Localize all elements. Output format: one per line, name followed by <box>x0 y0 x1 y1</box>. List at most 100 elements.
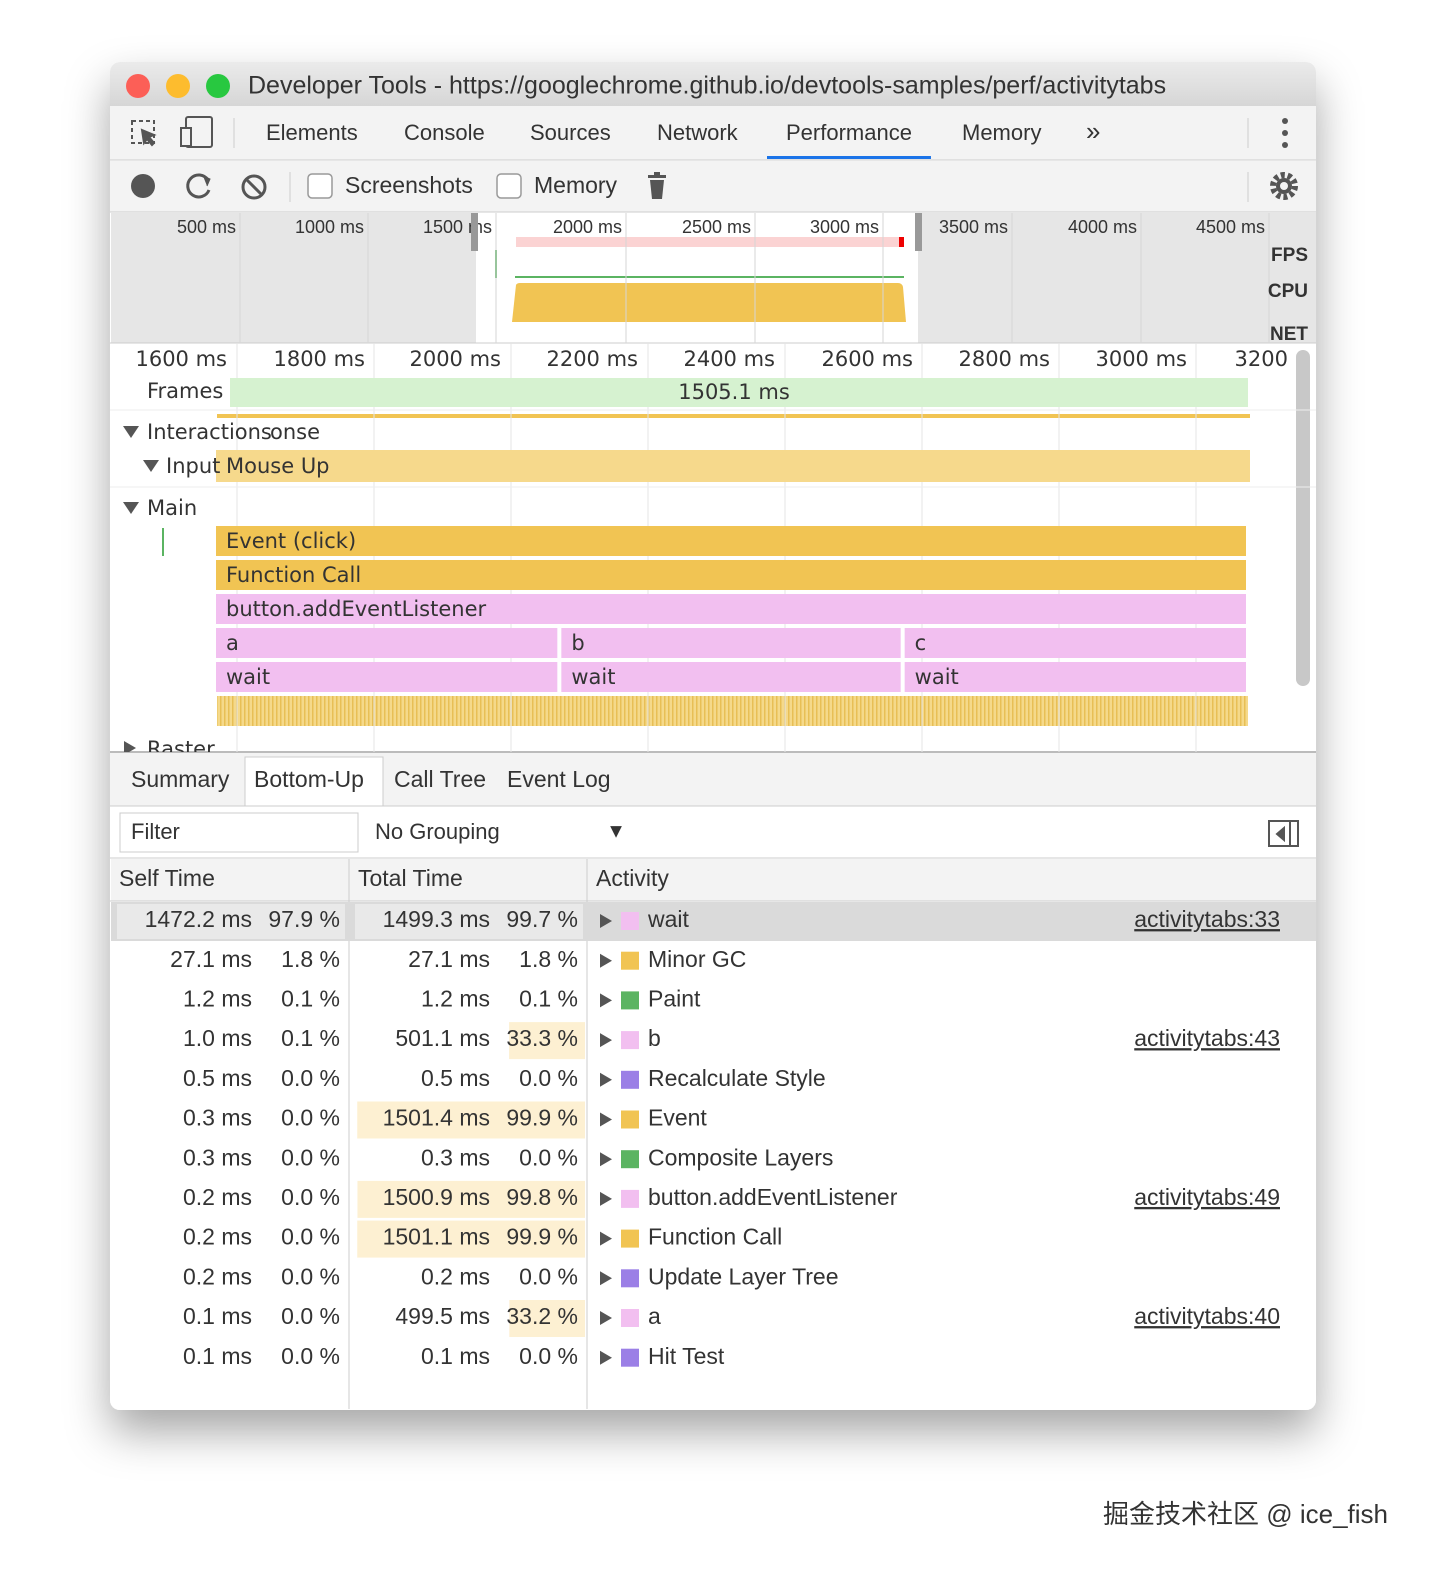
selection-handle[interactable] <box>471 213 478 251</box>
filter-input[interactable] <box>119 812 359 853</box>
checkbox-label: Memory <box>534 172 618 198</box>
flame-event[interactable] <box>904 628 1246 658</box>
activity-name: Update Layer Tree <box>648 1263 839 1289</box>
garbage-button[interactable] <box>648 172 666 199</box>
tab[interactable]: Network <box>657 120 739 145</box>
source-link[interactable]: activitytabs:49 <box>1134 1184 1280 1210</box>
flame-event[interactable] <box>904 662 1246 692</box>
expand-arrow[interactable] <box>600 1350 612 1365</box>
expand-arrow[interactable] <box>124 741 136 755</box>
category-swatch <box>621 1229 639 1248</box>
self-time: 1.2 ms <box>183 985 252 1011</box>
flame-event[interactable] <box>561 628 901 658</box>
flame-event[interactable] <box>216 560 1246 590</box>
flame-event[interactable] <box>216 526 1246 556</box>
expand-arrow[interactable] <box>143 460 159 472</box>
expand-arrow[interactable] <box>600 1271 612 1286</box>
total-time: 1.2 ms <box>421 985 490 1011</box>
self-time: 27.1 ms <box>170 946 252 972</box>
flame-event[interactable] <box>216 628 558 658</box>
overview-tick-label: 1000 ms <box>295 217 364 237</box>
track-label: Raster <box>147 737 215 761</box>
frame[interactable] <box>230 378 1248 407</box>
track-label: Interactions <box>147 420 272 444</box>
column-header[interactable]: Total Time <box>358 865 463 891</box>
expand-arrow[interactable] <box>600 1311 612 1325</box>
source-link[interactable]: activitytabs:43 <box>1134 1025 1280 1051</box>
category-swatch <box>621 1189 639 1208</box>
flame-event-label: Event (click) <box>226 529 356 553</box>
flame-event[interactable] <box>561 662 901 692</box>
total-percent: 99.9 % <box>506 1224 578 1250</box>
record-button[interactable] <box>131 174 155 198</box>
expand-arrow[interactable] <box>600 1152 612 1167</box>
flame-event[interactable] <box>216 594 1246 624</box>
source-link[interactable]: activitytabs:33 <box>1134 906 1280 932</box>
close-button[interactable] <box>126 74 150 98</box>
flame-event-label: a <box>226 631 239 655</box>
total-time: 501.1 ms <box>395 1025 490 1051</box>
checkbox[interactable] <box>496 173 522 199</box>
category-swatch <box>621 991 639 1010</box>
bottom-tab[interactable]: Bottom-Up <box>254 766 364 792</box>
bottom-tab[interactable]: Summary <box>131 766 230 792</box>
frame-duration: 1505.1 ms <box>678 380 790 404</box>
self-time: 0.3 ms <box>183 1144 252 1170</box>
expand-arrow[interactable] <box>600 1033 612 1048</box>
sidebar-toggle[interactable] <box>1268 820 1299 847</box>
device-icon[interactable] <box>180 116 213 148</box>
track-label: Main <box>147 496 197 520</box>
settings-button[interactable] <box>1270 172 1298 200</box>
activity-name: button.addEventListener <box>648 1184 898 1210</box>
tab[interactable]: Elements <box>266 120 358 145</box>
total-percent: 99.9 % <box>506 1105 578 1131</box>
menu-icon[interactable] <box>1282 118 1288 148</box>
total-percent: 33.2 % <box>506 1303 578 1329</box>
expand-arrow[interactable] <box>600 1231 612 1246</box>
checkbox[interactable] <box>307 173 333 199</box>
expand-arrow[interactable] <box>123 426 139 438</box>
more-tabs[interactable]: » <box>1086 116 1100 146</box>
selection-handle[interactable] <box>915 213 922 251</box>
total-time-heat <box>509 1022 585 1060</box>
reload-button[interactable] <box>186 173 211 199</box>
grouping-select[interactable]: No Grouping <box>375 819 500 844</box>
expand-arrow[interactable] <box>600 993 612 1008</box>
bottom-tab[interactable]: Event Log <box>507 766 611 792</box>
tab[interactable]: Sources <box>530 120 611 145</box>
expand-arrow[interactable] <box>123 502 139 514</box>
self-time: 0.5 ms <box>183 1065 252 1091</box>
bottom-tab[interactable]: Call Tree <box>394 766 486 792</box>
minimize-button[interactable] <box>166 74 190 98</box>
self-time: 0.1 ms <box>183 1343 252 1369</box>
expand-arrow[interactable] <box>600 953 612 968</box>
timeline-tick-label: 3200 <box>1235 347 1288 371</box>
inspect-icon[interactable] <box>131 120 157 147</box>
expand-arrow[interactable] <box>600 1112 612 1127</box>
interaction[interactable] <box>216 450 1250 482</box>
fps-red <box>899 237 904 247</box>
column-header[interactable]: Activity <box>596 865 669 891</box>
tab[interactable]: Console <box>404 120 485 145</box>
zoom-button[interactable] <box>206 74 230 98</box>
column-header[interactable]: Self Time <box>119 865 215 891</box>
flame-event-label: b <box>571 631 584 655</box>
flame-event[interactable] <box>216 662 558 692</box>
tab[interactable]: Memory <box>962 120 1041 145</box>
self-time: 0.2 ms <box>183 1224 252 1250</box>
source-link[interactable]: activitytabs:40 <box>1134 1303 1280 1329</box>
expand-arrow[interactable] <box>600 914 612 928</box>
overview-tick-label: 4000 ms <box>1068 217 1137 237</box>
activity-name: Minor GC <box>648 946 746 972</box>
tab[interactable]: Performance <box>786 120 912 145</box>
clear-button[interactable] <box>241 174 267 200</box>
grouping-arrow[interactable]: ▼ <box>606 820 626 842</box>
toolbar <box>110 161 1316 212</box>
scrollbar[interactable] <box>1296 350 1310 686</box>
window-title: Developer Tools - https://googlechrome.g… <box>248 72 1166 100</box>
expand-arrow[interactable] <box>600 1072 612 1087</box>
self-percent: 0.0 % <box>281 1065 340 1091</box>
checkbox-label: Screenshots <box>345 172 473 198</box>
expand-arrow[interactable] <box>600 1191 612 1206</box>
